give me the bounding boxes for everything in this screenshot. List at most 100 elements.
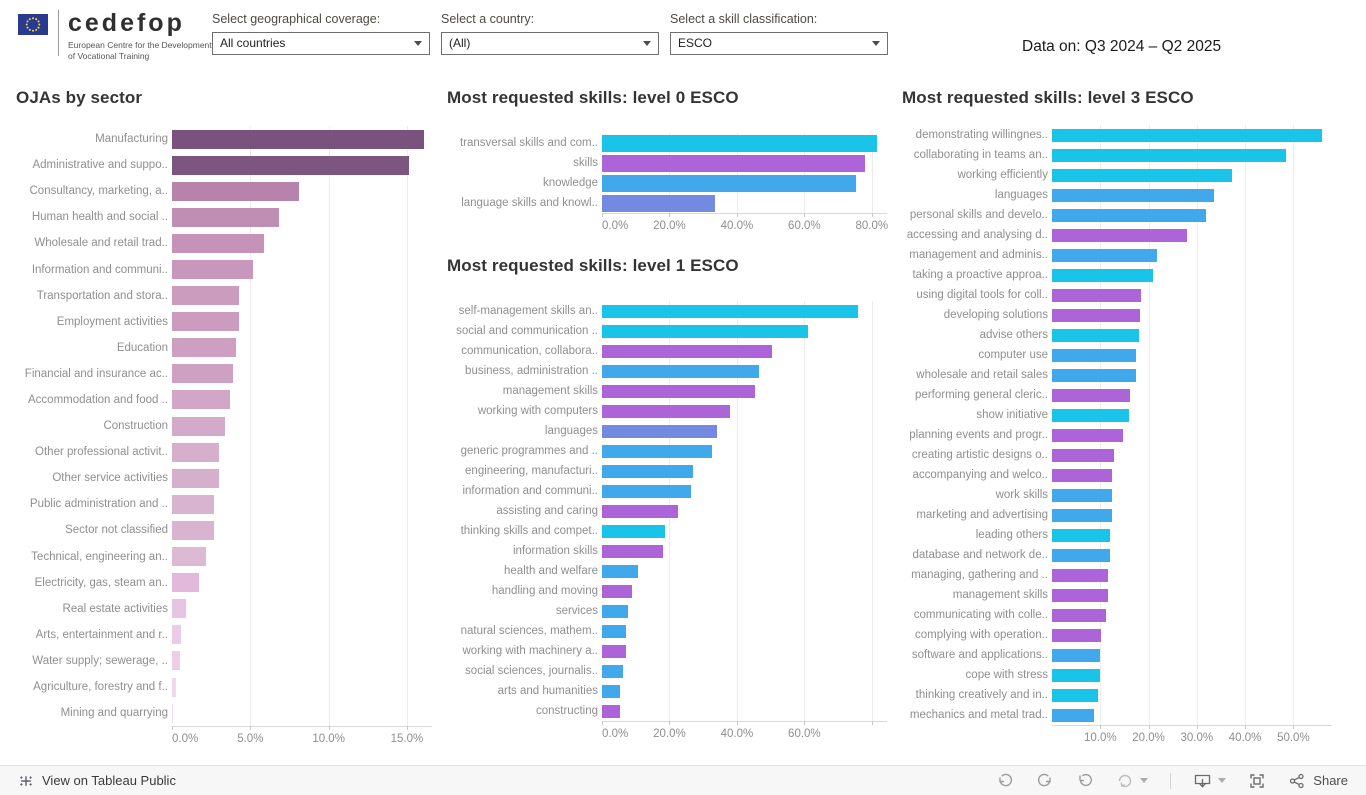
bar[interactable] xyxy=(602,194,715,212)
bar[interactable] xyxy=(1052,408,1129,422)
bar[interactable] xyxy=(602,524,666,538)
view-on-tableau-public-link[interactable]: View on Tableau Public xyxy=(18,773,176,789)
bar[interactable] xyxy=(1052,128,1323,142)
bar[interactable] xyxy=(1052,228,1188,242)
bar[interactable] xyxy=(602,444,712,458)
bar[interactable] xyxy=(1052,488,1112,502)
bar[interactable] xyxy=(602,504,678,518)
bar[interactable] xyxy=(172,286,240,306)
bar[interactable] xyxy=(1052,588,1108,602)
bar[interactable] xyxy=(602,134,877,152)
bar[interactable] xyxy=(172,416,226,436)
bar[interactable] xyxy=(172,494,215,514)
bar[interactable] xyxy=(1052,708,1095,722)
bar[interactable] xyxy=(1052,548,1110,562)
x-axis: 0.0% 20.0% 40.0% 60.0% 80.0% xyxy=(602,213,888,235)
bar[interactable] xyxy=(1052,468,1113,482)
bar[interactable] xyxy=(602,304,859,318)
bar[interactable] xyxy=(172,625,182,645)
bar[interactable] xyxy=(172,312,240,332)
bar[interactable] xyxy=(602,384,756,398)
bar[interactable] xyxy=(172,364,234,384)
bar[interactable] xyxy=(172,468,219,488)
bar[interactable] xyxy=(602,484,692,498)
bar[interactable] xyxy=(1052,328,1139,342)
bar[interactable] xyxy=(172,390,230,410)
bar[interactable] xyxy=(602,174,856,192)
bar[interactable] xyxy=(602,364,759,378)
bar[interactable] xyxy=(172,207,279,227)
bar[interactable] xyxy=(1052,648,1100,662)
bar[interactable] xyxy=(1052,248,1157,262)
bar-row: Arts, entertainment and r.. xyxy=(16,622,432,648)
bar[interactable] xyxy=(172,155,409,175)
bar[interactable] xyxy=(1052,208,1207,222)
bar[interactable] xyxy=(1052,268,1154,282)
bar-row: information and communi.. xyxy=(447,481,887,501)
country-select[interactable]: (All) xyxy=(441,32,659,55)
bar[interactable] xyxy=(1052,568,1108,582)
bar[interactable] xyxy=(602,704,621,718)
undo-button[interactable] xyxy=(996,772,1014,790)
bar[interactable] xyxy=(1052,308,1140,322)
bar-track xyxy=(602,524,887,538)
bar[interactable] xyxy=(602,344,773,358)
bar[interactable] xyxy=(602,424,717,438)
bar[interactable] xyxy=(602,664,624,678)
bar[interactable] xyxy=(172,520,215,540)
axis-tick-label: 30.0% xyxy=(1180,732,1214,744)
download-button[interactable] xyxy=(1193,772,1227,790)
bar[interactable] xyxy=(172,129,425,149)
bar[interactable] xyxy=(602,644,626,658)
bar[interactable] xyxy=(172,260,254,280)
bar[interactable] xyxy=(172,651,180,671)
bar[interactable] xyxy=(1052,668,1100,682)
bar[interactable] xyxy=(1052,188,1214,202)
bar[interactable] xyxy=(1052,368,1136,382)
refresh-button[interactable] xyxy=(1116,772,1149,790)
bar[interactable] xyxy=(172,599,187,619)
bar-row: language skills and knowl.. xyxy=(447,193,887,213)
bar-track xyxy=(1052,148,1332,162)
fullscreen-button[interactable] xyxy=(1248,772,1266,790)
bar[interactable] xyxy=(1052,288,1141,302)
bar[interactable] xyxy=(172,677,176,697)
bar[interactable] xyxy=(602,404,731,418)
bar-row: health and welfare xyxy=(447,561,887,581)
bar[interactable] xyxy=(602,544,664,558)
bar[interactable] xyxy=(1052,148,1287,162)
bar[interactable] xyxy=(1052,388,1130,402)
bar[interactable] xyxy=(172,573,199,593)
bar[interactable] xyxy=(1052,448,1114,462)
bar[interactable] xyxy=(602,584,633,598)
bar[interactable] xyxy=(1052,628,1102,642)
bar[interactable] xyxy=(172,547,207,567)
bar[interactable] xyxy=(602,154,866,172)
bar[interactable] xyxy=(602,624,626,638)
bar[interactable] xyxy=(602,324,808,338)
bar[interactable] xyxy=(1052,608,1106,622)
bar[interactable] xyxy=(1052,688,1098,702)
share-button[interactable]: Share xyxy=(1288,772,1348,790)
geographical-coverage-select[interactable]: All countries xyxy=(212,32,430,55)
bar[interactable] xyxy=(172,703,173,723)
redo-button[interactable] xyxy=(1036,772,1054,790)
bar[interactable] xyxy=(172,181,299,201)
bar[interactable] xyxy=(1052,348,1136,362)
bar[interactable] xyxy=(602,464,694,478)
revert-button[interactable] xyxy=(1076,772,1094,790)
bar[interactable] xyxy=(172,442,219,462)
bar[interactable] xyxy=(602,684,621,698)
bar[interactable] xyxy=(1052,168,1233,182)
bar[interactable] xyxy=(602,564,639,578)
bar[interactable] xyxy=(1052,528,1111,542)
bar[interactable] xyxy=(172,233,265,253)
category-label: accessing and analysing d.. xyxy=(906,229,1048,241)
skill-classification-select[interactable]: ESCO xyxy=(670,32,888,55)
bar[interactable] xyxy=(602,604,628,618)
category-label: management skills xyxy=(502,385,598,397)
bar[interactable] xyxy=(1052,428,1124,442)
bar[interactable] xyxy=(1052,508,1112,522)
bar[interactable] xyxy=(172,338,237,358)
bar-track xyxy=(172,390,432,410)
